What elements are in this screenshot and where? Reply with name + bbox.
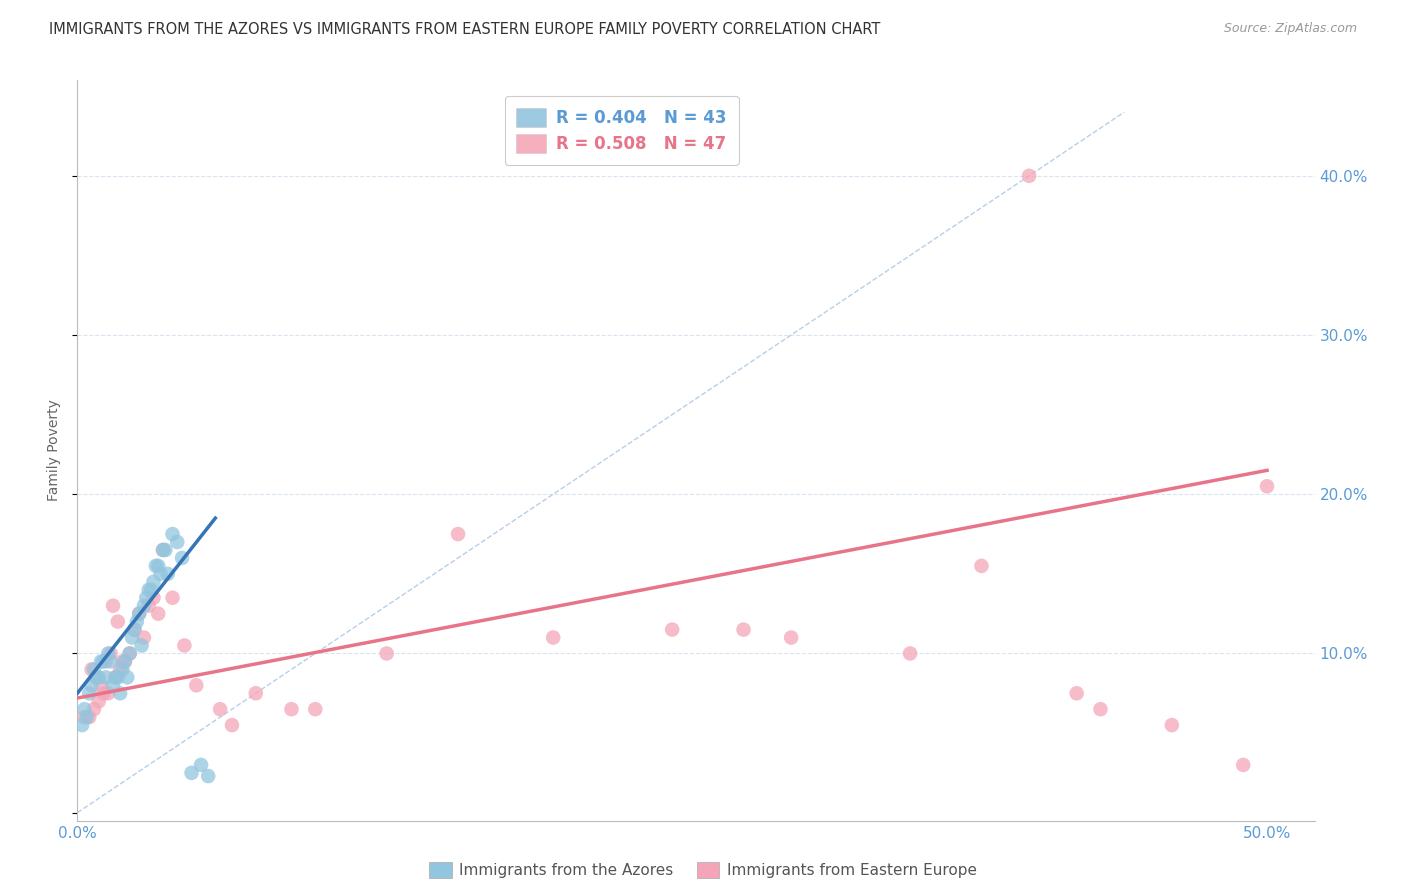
Point xyxy=(375,647,398,661)
Point xyxy=(101,599,124,613)
Point xyxy=(104,670,127,684)
Point xyxy=(186,678,208,692)
Point xyxy=(190,758,212,772)
Point xyxy=(197,769,219,783)
Point xyxy=(114,655,136,669)
Point xyxy=(97,647,120,661)
Point xyxy=(970,558,993,573)
Text: IMMIGRANTS FROM THE AZORES VS IMMIGRANTS FROM EASTERN EUROPE FAMILY POVERTY CORR: IMMIGRANTS FROM THE AZORES VS IMMIGRANTS… xyxy=(49,22,880,37)
Point xyxy=(70,718,93,732)
Point xyxy=(541,631,564,645)
Point xyxy=(104,670,127,684)
Point xyxy=(100,655,122,669)
Point xyxy=(132,631,155,645)
Point xyxy=(100,647,122,661)
Point xyxy=(94,670,117,684)
Point xyxy=(1256,479,1278,493)
Point xyxy=(86,670,108,684)
Point xyxy=(1090,702,1112,716)
Legend: Immigrants from the Azores, Immigrants from Eastern Europe: Immigrants from the Azores, Immigrants f… xyxy=(423,856,983,884)
Point xyxy=(155,543,177,558)
Point xyxy=(117,670,139,684)
Point xyxy=(73,710,96,724)
Point xyxy=(124,623,146,637)
Point xyxy=(97,686,120,700)
Point xyxy=(118,647,141,661)
Point xyxy=(128,607,150,621)
Point xyxy=(245,686,267,700)
Point xyxy=(139,582,162,597)
Point xyxy=(87,670,110,684)
Point xyxy=(173,639,195,653)
Point xyxy=(111,662,134,676)
Point xyxy=(108,686,131,700)
Point xyxy=(148,558,170,573)
Point xyxy=(142,591,165,605)
Point xyxy=(93,655,115,669)
Point xyxy=(80,678,103,692)
Point xyxy=(304,702,326,716)
Point xyxy=(93,686,115,700)
Point xyxy=(138,599,160,613)
Point xyxy=(83,662,105,676)
Point xyxy=(142,574,165,589)
Point xyxy=(94,655,117,669)
Text: Source: ZipAtlas.com: Source: ZipAtlas.com xyxy=(1223,22,1357,36)
Point xyxy=(108,662,131,676)
Point xyxy=(135,591,157,605)
Point xyxy=(132,599,155,613)
Point xyxy=(125,615,148,629)
Point xyxy=(1232,758,1254,772)
Point xyxy=(280,702,302,716)
Point xyxy=(148,607,170,621)
Point xyxy=(90,678,112,692)
Point xyxy=(162,591,184,605)
Point xyxy=(661,623,683,637)
Point xyxy=(128,607,150,621)
Point xyxy=(149,566,172,581)
Point xyxy=(152,543,174,558)
Point xyxy=(86,670,108,684)
Point xyxy=(156,566,179,581)
Point xyxy=(73,702,96,716)
Point xyxy=(76,710,98,724)
Point xyxy=(1018,169,1040,183)
Point xyxy=(87,694,110,708)
Point xyxy=(138,582,160,597)
Legend: R = 0.404   N = 43, R = 0.508   N = 47: R = 0.404 N = 43, R = 0.508 N = 47 xyxy=(505,96,738,164)
Point xyxy=(121,631,143,645)
Point xyxy=(77,710,100,724)
Point xyxy=(83,702,105,716)
Point xyxy=(101,678,124,692)
Point xyxy=(114,655,136,669)
Point xyxy=(221,718,243,732)
Point xyxy=(145,558,167,573)
Point xyxy=(180,765,202,780)
Point xyxy=(152,543,174,558)
Point xyxy=(107,670,129,684)
Point xyxy=(80,662,103,676)
Point xyxy=(124,623,146,637)
Point xyxy=(209,702,232,716)
Point xyxy=(77,686,100,700)
Point xyxy=(90,655,112,669)
Point xyxy=(166,535,188,549)
Point xyxy=(170,550,193,565)
Point xyxy=(447,527,470,541)
Point xyxy=(898,647,921,661)
Point xyxy=(1066,686,1088,700)
Point xyxy=(733,623,755,637)
Point xyxy=(111,655,134,669)
Point xyxy=(780,631,803,645)
Point xyxy=(162,527,184,541)
Point xyxy=(107,615,129,629)
Y-axis label: Family Poverty: Family Poverty xyxy=(48,400,62,501)
Point xyxy=(131,639,153,653)
Point xyxy=(118,647,141,661)
Point xyxy=(1160,718,1182,732)
